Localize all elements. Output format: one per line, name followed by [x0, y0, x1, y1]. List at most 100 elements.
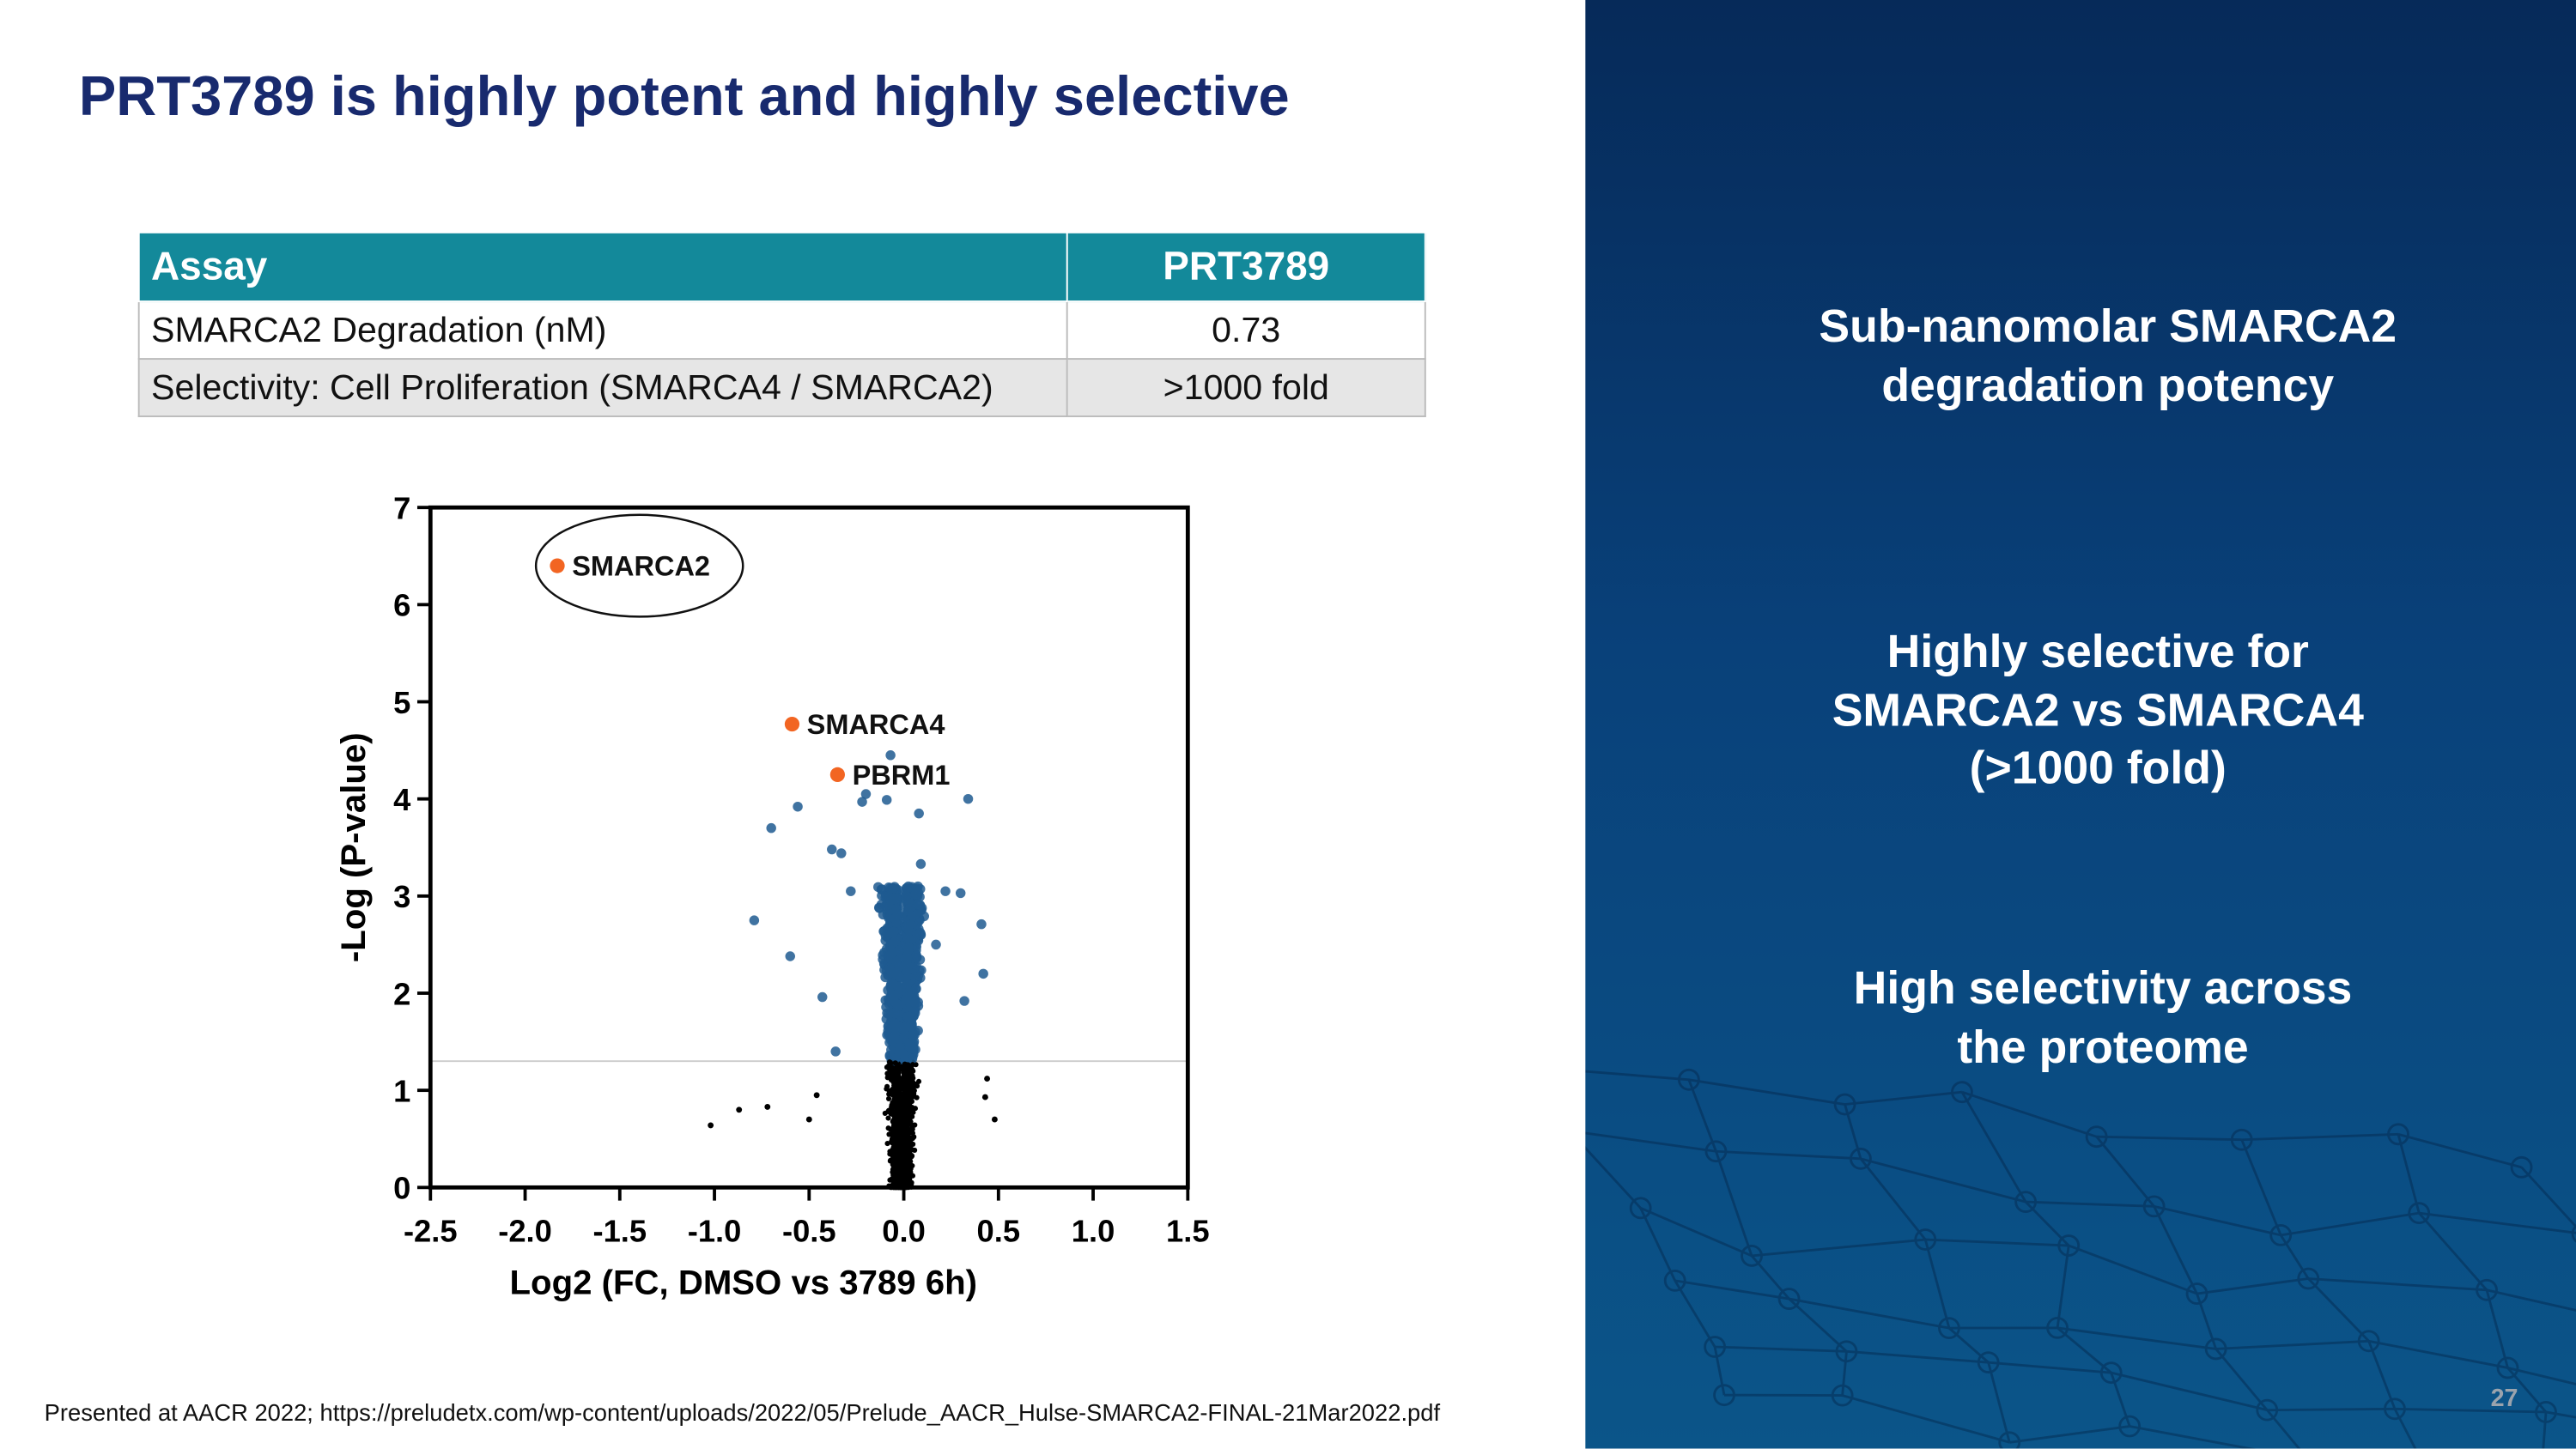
network-line [1752, 1256, 1789, 1299]
network-line [2057, 1246, 2069, 1328]
network-line [2398, 1134, 2419, 1213]
data-point-nonsignificant [886, 1064, 891, 1069]
data-point-significant [902, 993, 911, 1003]
data-point-nonsignificant [895, 1070, 900, 1076]
y-tick-label: 3 [393, 879, 410, 914]
network-line [2419, 1213, 2576, 1234]
data-point-significant [903, 925, 913, 934]
data-point-significant [902, 933, 912, 943]
x-tick-label: -2.0 [498, 1213, 552, 1248]
network-line [1715, 1347, 1846, 1351]
network-line [2267, 1410, 2308, 1449]
data-point-nonsignificant [890, 1148, 895, 1153]
network-line [1845, 1092, 1962, 1104]
network-line [2522, 1167, 2576, 1234]
network-line [1845, 1105, 1861, 1159]
network-line [2057, 1328, 2216, 1349]
data-point-significant [836, 848, 846, 858]
data-point-nonsignificant [902, 1094, 908, 1100]
data-point-significant [910, 997, 920, 1007]
network-line [1861, 1159, 2026, 1202]
network-line [2026, 1202, 2154, 1206]
data-point-significant [940, 886, 950, 895]
data-point-nonsignificant [912, 1088, 917, 1093]
network-line [2154, 1206, 2281, 1235]
data-point-nonsignificant [900, 1167, 905, 1173]
data-point-nonsignificant [908, 1107, 914, 1113]
data-point-significant [978, 969, 987, 979]
data-point-significant [916, 859, 926, 869]
data-point-significant [963, 794, 973, 803]
network-line [2267, 1409, 2395, 1410]
x-tick-label: 1.5 [1166, 1213, 1210, 1248]
data-point-significant [882, 795, 891, 804]
data-point-nonsignificant [895, 1118, 900, 1123]
network-line [1789, 1299, 1949, 1328]
key-point-line: the proteome [1585, 1017, 2576, 1076]
network-line [1689, 1080, 1845, 1105]
data-point-nonsignificant [901, 1127, 906, 1132]
network-line [2242, 1134, 2398, 1139]
data-point-significant [827, 845, 836, 854]
network-line [1641, 1208, 1752, 1256]
data-point-nonsignificant [902, 1101, 908, 1106]
point-label-smarca4: SMARCA4 [807, 709, 945, 740]
data-point-nonsignificant [886, 1096, 891, 1101]
data-point-significant [889, 927, 898, 937]
network-line [2487, 1290, 2576, 1321]
data-point-significant [857, 797, 866, 806]
data-point-nonsignificant [905, 1174, 910, 1179]
y-tick-label: 1 [393, 1074, 410, 1109]
network-line [2197, 1279, 2309, 1294]
data-point-nonsignificant [902, 1120, 907, 1125]
data-point-nonsignificant [910, 1135, 915, 1140]
data-point-nonsignificant [888, 1126, 893, 1131]
x-tick-label: -2.5 [404, 1213, 458, 1248]
network-line [1989, 1362, 2010, 1442]
network-line [2395, 1409, 2546, 1412]
network-line [2111, 1373, 2268, 1410]
data-point-nonsignificant [909, 1099, 914, 1104]
x-tick-label: -1.5 [592, 1213, 647, 1248]
network-line [2097, 1137, 2154, 1206]
data-point-significant [903, 906, 913, 915]
data-point-significant [786, 951, 795, 961]
x-tick-label: 1.0 [1072, 1213, 1115, 1248]
data-point-nonsignificant [896, 1167, 901, 1172]
table-row: Selectivity: Cell Proliferation (SMARCA4… [139, 359, 1425, 416]
data-point-nonsignificant [884, 1086, 889, 1091]
network-line [1962, 1092, 2026, 1202]
network-line [1585, 1131, 1716, 1151]
y-tick-label: 2 [393, 976, 410, 1011]
network-line [1843, 1351, 1847, 1395]
data-point-significant [885, 750, 895, 760]
data-point-nonsignificant [806, 1117, 812, 1123]
data-point-significant [976, 919, 986, 929]
network-line [2308, 1279, 2487, 1290]
plot-frame [430, 507, 1188, 1187]
right-panel: Sub-nanomolar SMARCA2 degradation potenc… [1585, 0, 2576, 1449]
data-point-nonsignificant [885, 1109, 890, 1114]
data-point-nonsignificant [888, 1158, 893, 1163]
key-point-line: degradation potency [1585, 355, 2576, 414]
x-tick-label: 0.5 [977, 1213, 1021, 1248]
y-tick-label: 4 [393, 782, 411, 817]
network-line [2281, 1235, 2308, 1279]
network-line [1949, 1328, 1989, 1362]
network-line [2419, 1213, 2487, 1290]
data-point-significant [904, 1012, 914, 1022]
y-tick-label: 0 [393, 1171, 410, 1206]
data-point-significant [915, 900, 925, 910]
data-point-nonsignificant [909, 1067, 914, 1072]
network-line [1716, 1151, 1860, 1159]
data-point-nonsignificant [901, 1153, 906, 1158]
data-point-significant [886, 895, 896, 905]
data-point-nonsignificant [895, 1173, 900, 1179]
data-point-nonsignificant [992, 1117, 998, 1123]
data-point-significant [894, 962, 903, 972]
network-line [1641, 1208, 1675, 1281]
network-line [2308, 1279, 2368, 1342]
key-point-line: Highly selective for [1585, 622, 2576, 681]
